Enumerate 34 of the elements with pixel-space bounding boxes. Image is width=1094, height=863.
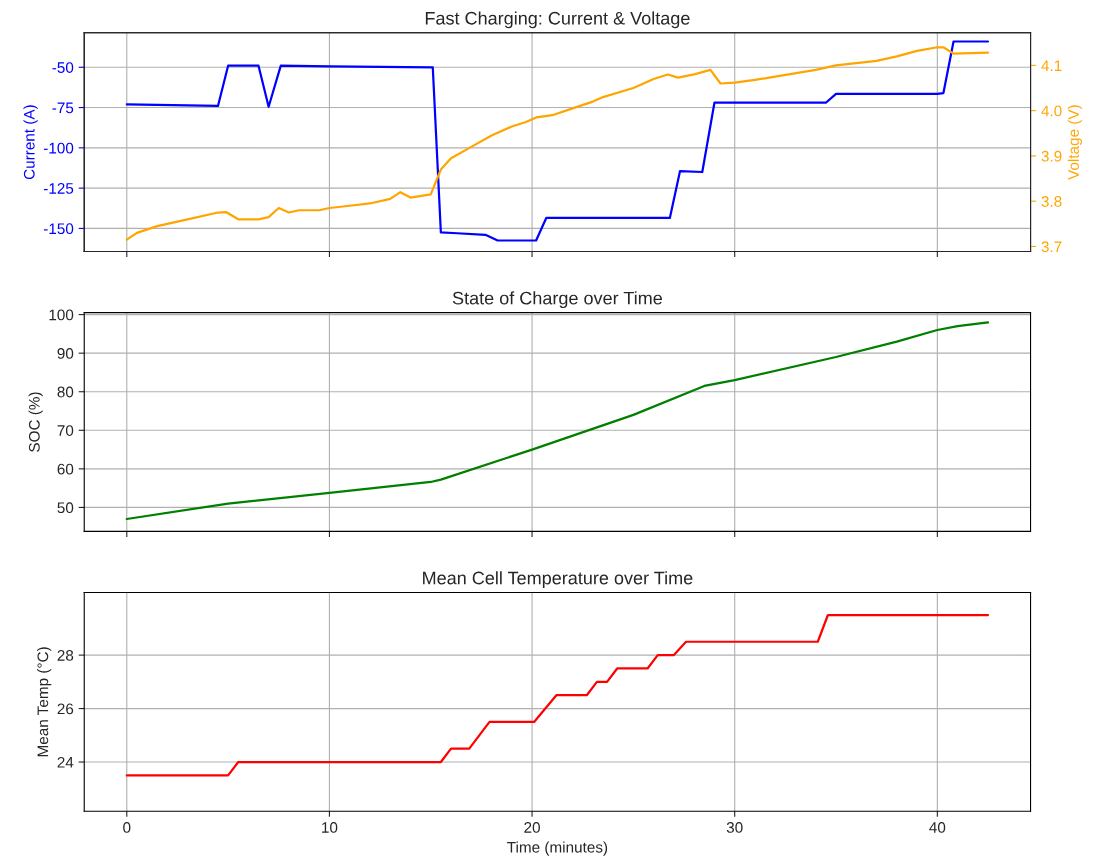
y-tick-label: 26 [57, 703, 74, 715]
y-tick-label: 90 [57, 348, 74, 359]
chart-title: State of Charge over Time [452, 291, 662, 309]
y2-axis-title: Voltage (V) [1067, 105, 1082, 180]
chart-title: Fast Charging: Current & Voltage [425, 11, 690, 29]
x-tick-label: 20 [524, 822, 540, 833]
line-series [125, 321, 990, 521]
line-series [125, 613, 990, 777]
x-tick-label: 30 [726, 822, 743, 833]
y-tick-label: 60 [57, 463, 74, 475]
y-tick-label: 24 [57, 756, 74, 768]
y-tick-label: -125 [43, 182, 74, 194]
y2-tick-label: 3.8 [1041, 196, 1062, 207]
y2-tick-label: 3.7 [1041, 241, 1062, 253]
y-tick-label: -150 [43, 223, 74, 235]
y-tick-label: -100 [43, 142, 74, 154]
y-axis-title: Current (A) [23, 105, 38, 180]
y-tick-label: 50 [57, 502, 74, 514]
chart-title: Mean Cell Temperature over Time [423, 571, 693, 588]
x-tick-label: 10 [322, 822, 338, 833]
y-tick-label: 28 [57, 649, 74, 661]
x-tick-label: 0 [123, 822, 131, 833]
y-tick-label: -50 [52, 62, 74, 73]
y2-tick-label: 3.9 [1041, 150, 1062, 162]
y-tick-label: 100 [49, 309, 74, 321]
y-tick-label: 70 [57, 425, 74, 436]
x-axis-title: Time (minutes) [507, 841, 608, 856]
y-tick-label: -75 [52, 102, 74, 114]
y-axis-title: Mean Temp (°C) [37, 647, 52, 757]
y-axis-title: SOC (%) [28, 392, 43, 452]
y2-tick-label: 4.1 [1041, 60, 1062, 71]
x-tick-label: 40 [929, 822, 946, 833]
y-tick-label: 80 [57, 386, 74, 398]
y2-tick-label: 4.0 [1041, 105, 1062, 117]
